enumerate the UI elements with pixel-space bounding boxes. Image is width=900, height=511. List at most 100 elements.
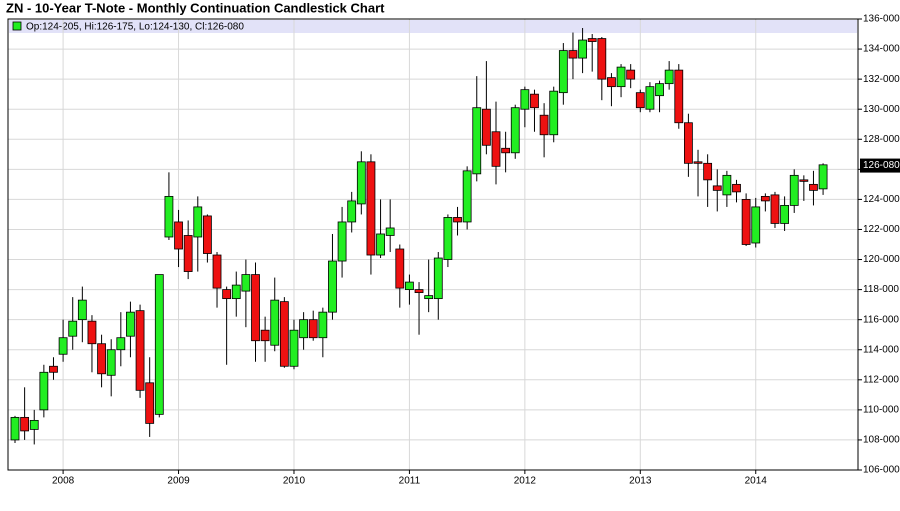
candle-body bbox=[703, 162, 713, 181]
candle-body bbox=[39, 371, 49, 411]
chart-title: ZN - 10-Year T-Note - Monthly Continuati… bbox=[6, 0, 385, 15]
candle-body bbox=[443, 217, 453, 260]
candle-body bbox=[693, 161, 703, 164]
candle-body bbox=[212, 254, 222, 289]
candle-body bbox=[568, 50, 578, 59]
y-tick-label: 136-000 bbox=[863, 14, 900, 25]
y-tick-label: 106-000 bbox=[863, 465, 900, 476]
candle-body bbox=[308, 319, 318, 339]
y-tick-label: 124-000 bbox=[863, 194, 900, 205]
x-tick-label: 2008 bbox=[52, 476, 75, 487]
y-tick-label: 122-000 bbox=[863, 224, 900, 235]
candle-body bbox=[558, 50, 568, 94]
candle-body bbox=[116, 337, 126, 351]
y-tick-label: 110-000 bbox=[863, 405, 899, 416]
x-tick-label: 2014 bbox=[745, 476, 768, 487]
candle-body bbox=[530, 93, 539, 109]
candle-body bbox=[356, 161, 366, 205]
candle-body bbox=[164, 195, 174, 238]
candle-body bbox=[645, 86, 655, 110]
candle-body bbox=[433, 257, 443, 300]
y-tick-label: 134-000 bbox=[863, 44, 900, 55]
candle-body bbox=[510, 107, 520, 154]
y-tick-label: 130-000 bbox=[863, 104, 900, 115]
candle-body bbox=[289, 329, 299, 367]
candle-body bbox=[58, 337, 68, 355]
candle-body bbox=[405, 281, 414, 291]
candle-body bbox=[49, 365, 58, 373]
y-tick-label: 108-000 bbox=[863, 435, 900, 446]
candle-body bbox=[154, 274, 164, 415]
candle-body bbox=[616, 66, 626, 88]
y-tick-label: 132-000 bbox=[863, 74, 900, 85]
candle-body bbox=[97, 343, 106, 375]
candle-body bbox=[809, 183, 818, 191]
y-tick-label: 120-000 bbox=[863, 254, 900, 265]
candle-body bbox=[539, 114, 549, 136]
candle-body bbox=[453, 217, 462, 223]
candle-body bbox=[741, 198, 751, 245]
candle-body bbox=[202, 215, 212, 254]
candle-body bbox=[664, 69, 674, 85]
candle-body bbox=[385, 227, 395, 236]
info-strip bbox=[9, 20, 857, 33]
candle-body bbox=[414, 289, 424, 294]
candle-body bbox=[328, 260, 337, 313]
candle-body bbox=[712, 185, 722, 191]
candle-body bbox=[231, 284, 241, 300]
candle-body bbox=[376, 233, 385, 256]
candle-body bbox=[135, 310, 145, 391]
candle-body bbox=[684, 122, 693, 164]
candle-body bbox=[635, 92, 645, 109]
candle-body bbox=[780, 205, 789, 224]
candle-body bbox=[106, 349, 116, 376]
candle-body bbox=[751, 206, 761, 244]
plot-background bbox=[8, 19, 858, 470]
candle-body bbox=[501, 147, 511, 154]
y-tick-label: 128-000 bbox=[863, 134, 900, 145]
candle-body bbox=[607, 77, 616, 88]
candle-body bbox=[77, 299, 87, 321]
candle-body bbox=[193, 206, 203, 238]
info-icon bbox=[12, 21, 22, 31]
candle-body bbox=[29, 419, 39, 430]
candle-body bbox=[472, 107, 482, 175]
candle-body bbox=[395, 248, 405, 289]
x-tick-label: 2011 bbox=[399, 476, 421, 487]
candle-body bbox=[491, 131, 501, 167]
candle-body bbox=[347, 200, 357, 223]
candle-body bbox=[222, 289, 232, 300]
candle-body bbox=[87, 320, 97, 345]
candle-body bbox=[655, 83, 664, 97]
candle-body bbox=[770, 194, 780, 224]
candle-body bbox=[260, 329, 270, 342]
candle-body bbox=[789, 174, 799, 206]
candle-body bbox=[674, 69, 684, 124]
candle-body bbox=[145, 382, 155, 424]
candle-body bbox=[174, 221, 183, 250]
candle-body bbox=[732, 183, 741, 193]
y-tick-label: 116-000 bbox=[863, 314, 899, 325]
candle-body bbox=[587, 38, 597, 42]
x-tick-label: 2012 bbox=[514, 476, 537, 487]
candle-body bbox=[626, 69, 636, 80]
candle-body bbox=[299, 319, 309, 339]
x-tick-label: 2013 bbox=[629, 476, 652, 487]
candle-body bbox=[818, 164, 828, 190]
candle-body bbox=[799, 179, 809, 182]
y-tick-label: 118-000 bbox=[863, 284, 899, 295]
info-text: Op:124-205, Hi:126-175, Lo:124-130, Cl:1… bbox=[26, 22, 244, 33]
plot-frame bbox=[7, 18, 859, 471]
x-tick-label: 2009 bbox=[167, 476, 190, 487]
candle-body bbox=[597, 38, 607, 80]
y-tick-label: 112-000 bbox=[863, 374, 899, 385]
candle-body bbox=[10, 416, 20, 441]
candle-body bbox=[424, 295, 434, 300]
candle-body bbox=[462, 170, 472, 223]
candle-body bbox=[20, 416, 30, 432]
last-price-box bbox=[860, 158, 900, 173]
candle-body bbox=[549, 90, 559, 136]
last-price-label: 126-080 bbox=[863, 160, 900, 171]
candle-body bbox=[318, 311, 328, 339]
